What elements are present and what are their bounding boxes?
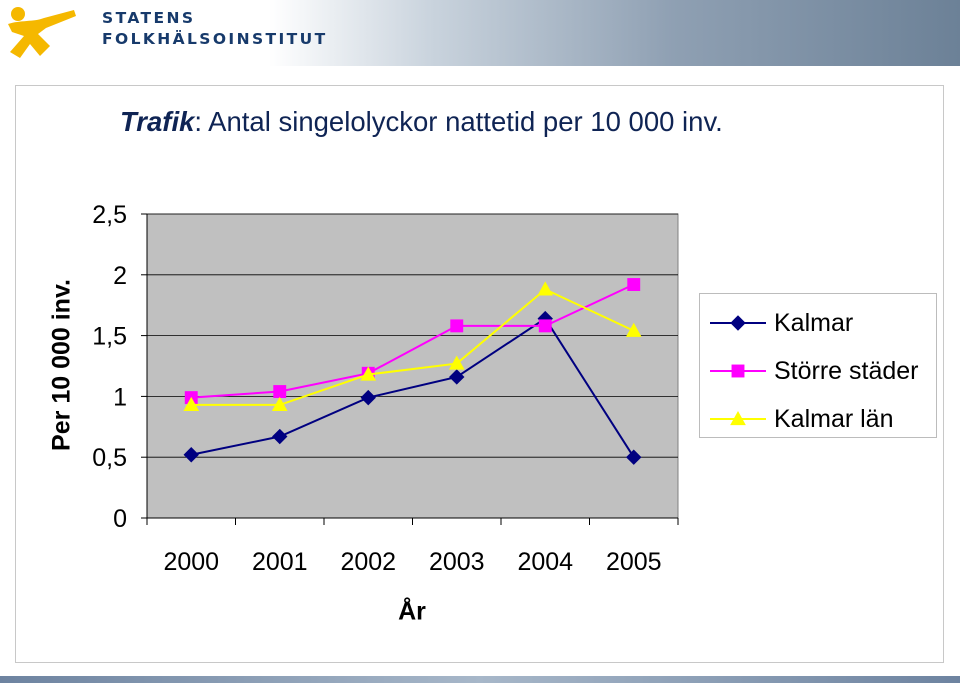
y-tick-label: 2,5: [92, 201, 127, 229]
data-point: [272, 428, 288, 445]
legend-label: Större städer: [774, 357, 919, 385]
chart-title-rest: : Antal singelolyckor nattetid per 10 00…: [194, 106, 723, 137]
y-tick-label: 2: [113, 262, 127, 290]
slide-frame: [15, 85, 944, 663]
series-line: [191, 317, 635, 458]
running-figure-logo-icon: [8, 7, 76, 58]
chart-title: Trafik: Antal singelolyckor nattetid per…: [120, 106, 723, 138]
series-line: [191, 283, 635, 399]
data-point: [449, 369, 465, 385]
x-tick-label: 2003: [429, 548, 485, 576]
legend-label: Kalmar: [774, 309, 854, 337]
data-point: [448, 355, 465, 370]
legend-item: Större städer: [700, 356, 938, 386]
y-tick-label: 0: [113, 505, 127, 533]
data-point: [360, 366, 377, 381]
x-tick-label: 2001: [252, 548, 308, 576]
data-point: [183, 447, 199, 463]
chart-title-italic: Trafik: [120, 106, 195, 137]
x-tick-label: 2002: [340, 548, 396, 576]
series-line: [191, 288, 635, 406]
legend-item: Kalmar län: [700, 404, 938, 434]
y-tick-label: 1,5: [92, 323, 127, 351]
org-name-line2: FOLKHÄLSOINSTITUT: [102, 30, 328, 48]
org-name: STATENS FOLKHÄLSOINSTITUT: [102, 8, 328, 50]
data-point: [625, 322, 642, 337]
plot-area: [146, 213, 679, 519]
x-tick-label: 2000: [163, 548, 219, 576]
data-point: [360, 389, 376, 406]
legend-marker: [730, 315, 746, 331]
x-axis-label: År: [398, 597, 426, 626]
data-point: [183, 396, 200, 412]
legend-swatch: [710, 364, 766, 378]
x-tick-label: 2004: [517, 548, 573, 576]
legend-marker: [731, 364, 745, 378]
chart-legend: Kalmar Större städer Kalmar län: [699, 293, 937, 438]
header-banner: STATENS FOLKHÄLSOINSTITUT: [0, 0, 960, 66]
series-kalmar-l-n: [183, 281, 642, 412]
data-point: [537, 281, 554, 296]
legend-item: Kalmar: [700, 308, 938, 338]
data-point: [627, 278, 641, 291]
y-tick-label: 1: [113, 383, 127, 411]
footer-rule: [0, 676, 960, 683]
data-point: [538, 319, 552, 333]
series-st-rre-st-der: [184, 278, 641, 405]
data-point: [626, 449, 642, 465]
legend-marker: [730, 410, 746, 426]
legend-swatch: [710, 315, 766, 331]
org-name-line1: STATENS: [102, 9, 196, 27]
y-tick-label: 0,5: [92, 444, 127, 472]
legend-swatch: [710, 410, 766, 426]
x-tick-label: 2005: [606, 548, 662, 576]
legend-label: Kalmar län: [774, 405, 894, 433]
data-point: [450, 319, 464, 333]
data-point: [273, 385, 287, 398]
data-point: [271, 396, 288, 412]
